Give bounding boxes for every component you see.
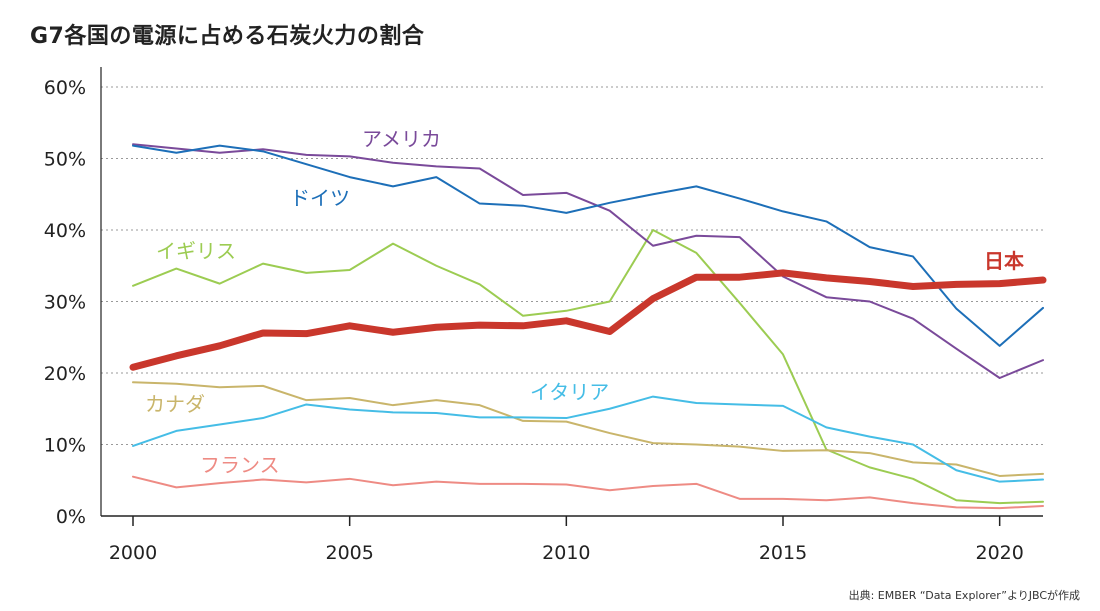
series-lines — [129, 143, 1047, 510]
y-tick-label: 0% — [56, 506, 86, 528]
grid-lines — [101, 86, 1043, 445]
series-label: アメリカ — [362, 127, 441, 151]
series-label: イギリス — [156, 239, 236, 263]
series-line — [132, 229, 1044, 505]
y-tick-label: 10% — [44, 435, 86, 457]
axes: 0% 10% 20% 30% 40% 50% 60% 2000 2005 2010 2015 2020 — [44, 67, 1043, 564]
x-tick-label: 2005 — [325, 542, 373, 564]
x-tick-label: 2020 — [975, 542, 1023, 564]
series-line — [132, 144, 1044, 347]
y-tick-label: 40% — [44, 220, 86, 242]
x-tick-label: 2010 — [542, 542, 590, 564]
x-tick-label: 2000 — [109, 542, 157, 564]
series-line — [129, 269, 1047, 371]
y-tick-label: 20% — [44, 363, 86, 385]
series-label: カナダ — [145, 392, 205, 416]
source-note: 出典: EMBER “Data Explorer”よりJBCが作成 — [848, 589, 1080, 602]
series-label: イタリア — [530, 380, 609, 404]
series-label: ドイツ — [290, 186, 350, 210]
series-label: フランス — [200, 453, 280, 477]
series-line — [132, 395, 1044, 483]
y-tick-label: 60% — [44, 77, 86, 99]
chart-title: G7各国の電源に占める石炭火力の割合 — [30, 24, 425, 49]
y-tick-label: 30% — [44, 292, 86, 314]
y-tick-label: 50% — [44, 149, 86, 171]
series-line — [132, 381, 1044, 477]
series-line — [132, 475, 1044, 510]
series-line — [132, 143, 1044, 380]
series-label: 日本 — [984, 249, 1024, 273]
x-tick-label: 2015 — [759, 542, 807, 564]
